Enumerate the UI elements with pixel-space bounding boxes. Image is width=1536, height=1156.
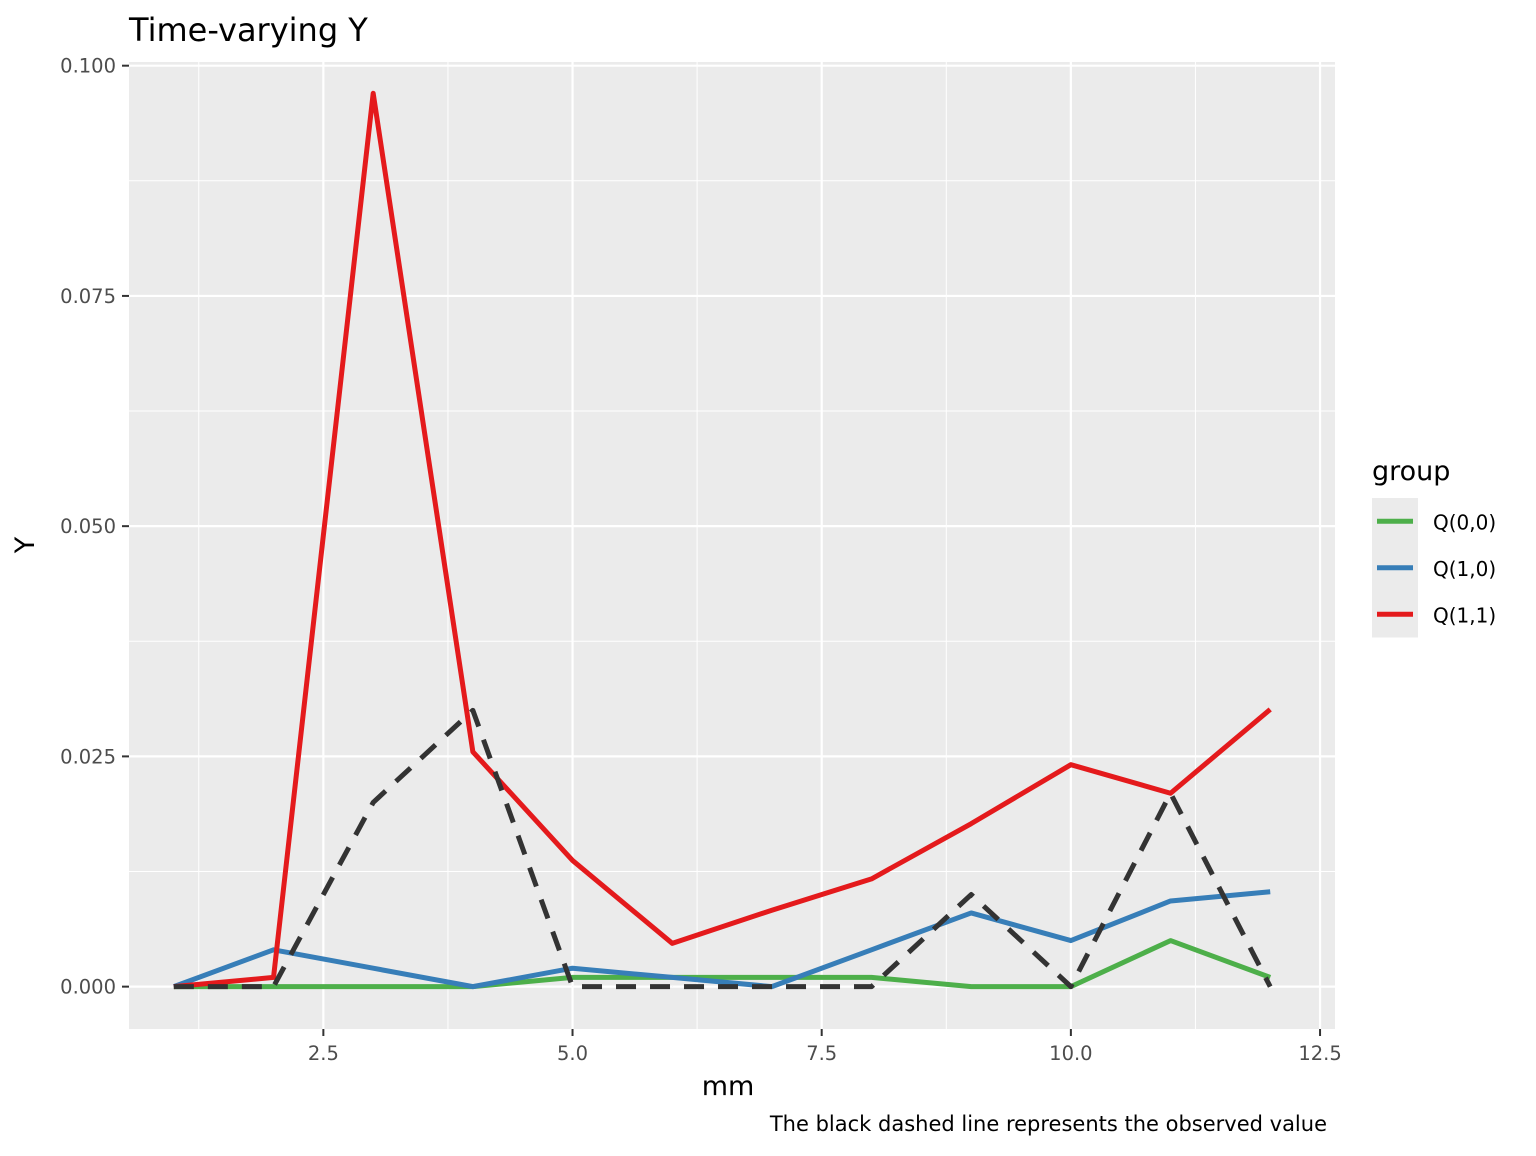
x-tick-label: 10.0 bbox=[1049, 1042, 1092, 1065]
y-axis-title: Y bbox=[10, 536, 41, 554]
legend: group Q(0,0) Q(1,0) Q(1,1) bbox=[1372, 456, 1496, 638]
chart-title: Time-varying Y bbox=[128, 11, 368, 49]
y-tick-label: 0.000 bbox=[60, 976, 116, 999]
legend-items: Q(0,0) Q(1,0) Q(1,1) bbox=[1372, 498, 1496, 638]
plot-panel bbox=[129, 62, 1335, 1029]
x-axis-title: mm bbox=[702, 1071, 755, 1102]
chart-caption: The black dashed line represents the obs… bbox=[769, 1112, 1327, 1136]
legend-label: Q(1,1) bbox=[1433, 603, 1496, 627]
x-tick-label: 7.5 bbox=[806, 1042, 837, 1065]
x-axis: 2.5 5.0 7.5 10.0 12.5 bbox=[308, 1029, 1342, 1065]
y-tick-label: 0.025 bbox=[60, 745, 116, 768]
x-tick-label: 12.5 bbox=[1298, 1042, 1341, 1065]
legend-label: Q(0,0) bbox=[1433, 510, 1496, 534]
y-tick-label: 0.050 bbox=[60, 515, 116, 538]
y-tick-label: 0.075 bbox=[60, 285, 116, 308]
x-tick-label: 2.5 bbox=[308, 1042, 339, 1065]
legend-label: Q(1,0) bbox=[1433, 557, 1496, 581]
y-tick-label: 0.100 bbox=[60, 55, 116, 78]
legend-title: group bbox=[1372, 456, 1450, 487]
y-axis: 0.000 0.025 0.050 0.075 0.100 bbox=[60, 55, 129, 999]
x-tick-label: 5.0 bbox=[557, 1042, 588, 1065]
